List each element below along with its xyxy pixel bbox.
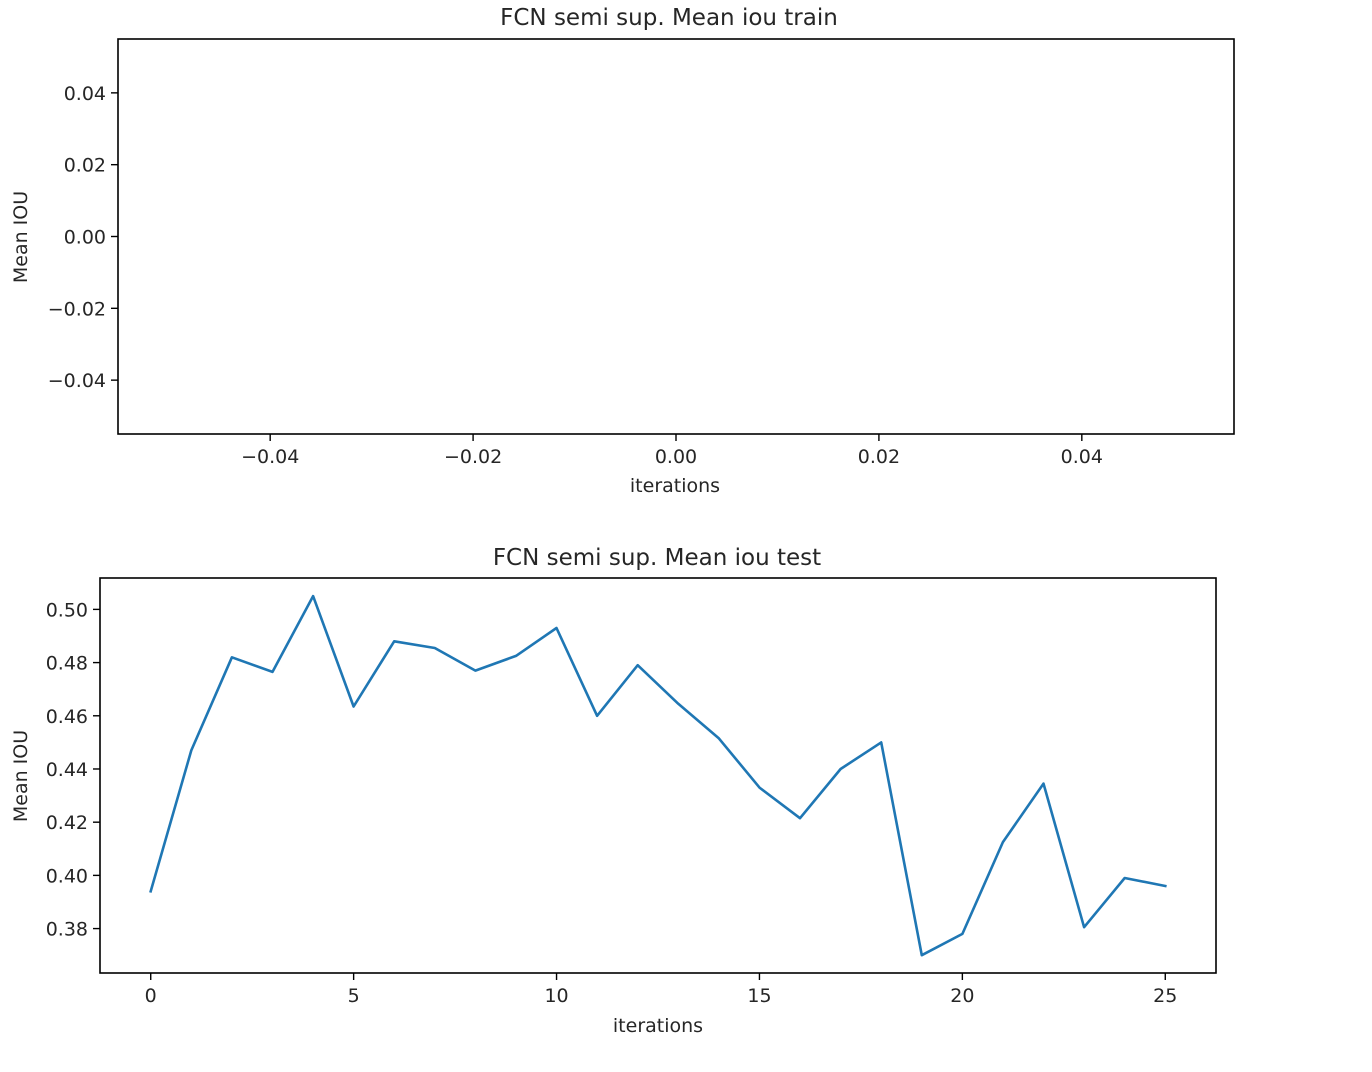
test-chart-title: FCN semi sup. Mean iou test	[493, 545, 821, 571]
test-chart-xtick-label: 25	[1153, 985, 1177, 1007]
train-chart-xtick-label: −0.04	[241, 446, 299, 468]
test-chart-ytick-label: 0.44	[46, 759, 88, 781]
test-chart-series	[149, 594, 1167, 957]
test-chart-ytick-label: 0.46	[46, 706, 88, 728]
train-chart-xtick-label: −0.02	[444, 446, 502, 468]
test-chart: FCN semi sup. Mean iou test iterations M…	[10, 545, 1217, 1037]
test-chart-ytick-label: 0.42	[46, 812, 88, 834]
train-chart-xtick-label: 0.04	[1061, 446, 1103, 468]
train-chart-ticks: −0.04 −0.02 0.00 0.02 0.04 0.04 0.02 0.00 −0.02 −…	[48, 83, 1103, 468]
train-chart-plot-frame	[117, 38, 1235, 435]
test-chart-plot-frame	[99, 577, 1217, 974]
train-chart-ytick-label: 0.02	[64, 155, 106, 177]
train-chart-title: FCN semi sup. Mean iou train	[500, 5, 838, 31]
train-chart-ylabel: Mean IOU	[10, 191, 32, 283]
test-chart-xtick-label: 20	[950, 985, 974, 1007]
test-chart-ticks: 0 5 10 15 20 25 0.50 0.48 0.46 0.44 0.42 0.40 0.38	[46, 599, 1178, 1007]
test-chart-series-line	[149, 594, 1167, 957]
train-chart-ytick-label: −0.04	[48, 370, 106, 392]
train-chart-xtick-label: 0.00	[655, 446, 697, 468]
test-chart-xlabel: iterations	[613, 1015, 703, 1037]
test-chart-ytick-label: 0.40	[46, 865, 88, 887]
train-chart-ytick-label: −0.02	[48, 298, 106, 320]
test-chart-ytick-label: 0.50	[46, 599, 88, 621]
test-chart-xtick-label: 5	[348, 985, 360, 1007]
test-chart-ylabel: Mean IOU	[10, 730, 32, 822]
test-chart-ytick-label: 0.38	[46, 919, 88, 941]
test-chart-xtick-label: 15	[747, 985, 771, 1007]
train-chart-ytick-label: 0.00	[64, 227, 106, 249]
train-chart: FCN semi sup. Mean iou train iterations …	[10, 5, 1235, 497]
test-chart-xtick-label: 10	[544, 985, 568, 1007]
train-chart-ytick-label: 0.04	[64, 83, 106, 105]
test-chart-ytick-label: 0.48	[46, 653, 88, 675]
train-chart-xlabel: iterations	[630, 475, 720, 497]
test-chart-xtick-label: 0	[145, 985, 157, 1007]
train-chart-xtick-label: 0.02	[858, 446, 900, 468]
